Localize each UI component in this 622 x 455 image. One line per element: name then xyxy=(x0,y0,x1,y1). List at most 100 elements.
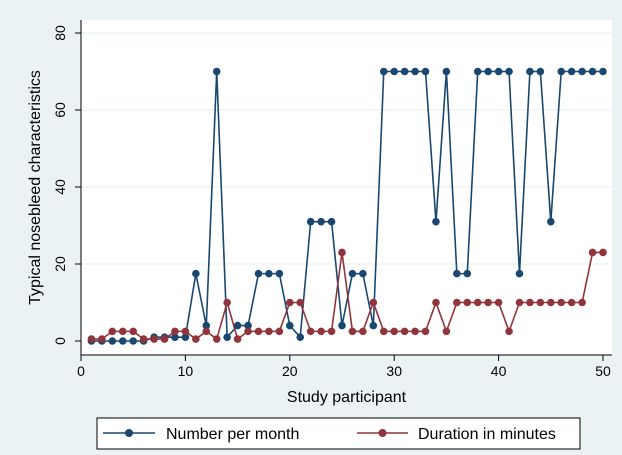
point-number-per-month xyxy=(212,67,221,76)
x-axis-label: Study participant xyxy=(287,389,407,406)
point-number-per-month xyxy=(599,67,607,76)
point-duration-in-minutes xyxy=(359,327,367,336)
point-number-per-month xyxy=(223,333,231,341)
point-duration-in-minutes xyxy=(202,327,211,336)
y-axis-label: Typical nosebleed characteristics xyxy=(27,70,44,305)
point-duration-in-minutes xyxy=(473,298,482,307)
y-tick-label: 0 xyxy=(52,337,68,345)
point-number-per-month xyxy=(296,333,305,341)
point-number-per-month xyxy=(411,67,419,76)
point-duration-in-minutes xyxy=(327,327,336,336)
point-number-per-month xyxy=(244,321,252,330)
point-duration-in-minutes xyxy=(275,327,284,336)
point-duration-in-minutes xyxy=(139,335,148,343)
point-number-per-month xyxy=(171,333,179,341)
x-tick-label: 30 xyxy=(386,363,402,379)
point-number-per-month xyxy=(515,269,524,278)
point-number-per-month xyxy=(421,67,430,76)
point-duration-in-minutes xyxy=(400,327,409,336)
point-duration-in-minutes xyxy=(526,298,534,307)
y-tick-label: 20 xyxy=(52,256,68,272)
point-duration-in-minutes xyxy=(442,327,451,336)
point-duration-in-minutes xyxy=(160,335,169,343)
point-duration-in-minutes xyxy=(296,298,305,307)
point-number-per-month xyxy=(432,217,440,226)
point-number-per-month xyxy=(129,337,137,345)
point-number-per-month xyxy=(359,269,367,278)
point-number-per-month xyxy=(567,67,576,76)
point-number-per-month xyxy=(286,321,294,330)
legend-label-number-per-month: Number per month xyxy=(166,426,299,443)
point-duration-in-minutes xyxy=(484,298,492,307)
point-number-per-month xyxy=(505,67,513,76)
point-number-per-month xyxy=(338,321,346,330)
point-number-per-month xyxy=(484,67,492,76)
point-duration-in-minutes xyxy=(411,327,419,336)
legend-marker-number-per-month xyxy=(125,429,133,437)
point-number-per-month xyxy=(369,321,378,330)
point-number-per-month xyxy=(265,269,273,278)
legend: Number per month Duration in minutes xyxy=(96,417,581,450)
point-duration-in-minutes xyxy=(265,327,273,336)
point-duration-in-minutes xyxy=(463,298,472,307)
point-duration-in-minutes xyxy=(317,327,325,336)
point-number-per-month xyxy=(463,269,472,278)
point-duration-in-minutes xyxy=(254,327,263,336)
point-duration-in-minutes xyxy=(494,298,503,307)
point-number-per-month xyxy=(327,217,336,226)
point-duration-in-minutes xyxy=(98,335,106,343)
point-duration-in-minutes xyxy=(588,248,597,257)
point-number-per-month xyxy=(390,67,399,76)
point-number-per-month xyxy=(557,67,566,76)
point-duration-in-minutes xyxy=(338,248,346,257)
x-tick-label: 10 xyxy=(178,363,194,379)
point-number-per-month xyxy=(536,67,545,76)
point-duration-in-minutes xyxy=(306,327,315,336)
x-tick-label: 20 xyxy=(282,363,298,379)
point-number-per-month xyxy=(473,67,482,76)
point-duration-in-minutes xyxy=(515,298,524,307)
point-number-per-month xyxy=(192,269,200,278)
point-duration-in-minutes xyxy=(578,298,586,307)
point-number-per-month xyxy=(442,67,451,76)
point-number-per-month xyxy=(118,337,127,345)
point-duration-in-minutes xyxy=(244,327,252,336)
x-tick-label: 40 xyxy=(491,363,507,379)
point-duration-in-minutes xyxy=(118,327,127,336)
point-duration-in-minutes xyxy=(223,298,231,307)
x-tick-label: 0 xyxy=(77,363,85,379)
point-number-per-month xyxy=(547,217,555,226)
y-tick-label: 60 xyxy=(52,102,68,118)
point-duration-in-minutes xyxy=(369,298,378,307)
point-number-per-month xyxy=(254,269,263,278)
point-duration-in-minutes xyxy=(432,298,440,307)
point-number-per-month xyxy=(379,67,388,76)
point-duration-in-minutes xyxy=(557,298,566,307)
point-number-per-month xyxy=(181,333,190,341)
point-duration-in-minutes xyxy=(536,298,545,307)
point-number-per-month xyxy=(400,67,409,76)
point-duration-in-minutes xyxy=(150,335,158,343)
point-number-per-month xyxy=(588,67,597,76)
point-duration-in-minutes xyxy=(599,248,607,257)
point-number-per-month xyxy=(453,269,461,278)
point-duration-in-minutes xyxy=(567,298,576,307)
point-number-per-month xyxy=(578,67,586,76)
point-duration-in-minutes xyxy=(108,327,117,336)
point-number-per-month xyxy=(233,321,242,330)
y-tick-label: 80 xyxy=(52,25,68,41)
legend-box xyxy=(96,417,581,450)
point-duration-in-minutes xyxy=(379,327,388,336)
point-duration-in-minutes xyxy=(348,327,357,336)
point-number-per-month xyxy=(306,217,315,226)
y-tick-label: 40 xyxy=(52,179,68,195)
point-duration-in-minutes xyxy=(390,327,399,336)
point-duration-in-minutes xyxy=(171,327,179,336)
point-number-per-month xyxy=(108,337,117,345)
point-number-per-month xyxy=(202,321,211,330)
point-duration-in-minutes xyxy=(421,327,430,336)
point-number-per-month xyxy=(348,269,357,278)
point-duration-in-minutes xyxy=(233,335,242,343)
axes: 0 20 40 60 80 0 10 20 30 40 50 xyxy=(52,20,612,379)
point-duration-in-minutes xyxy=(181,327,190,336)
